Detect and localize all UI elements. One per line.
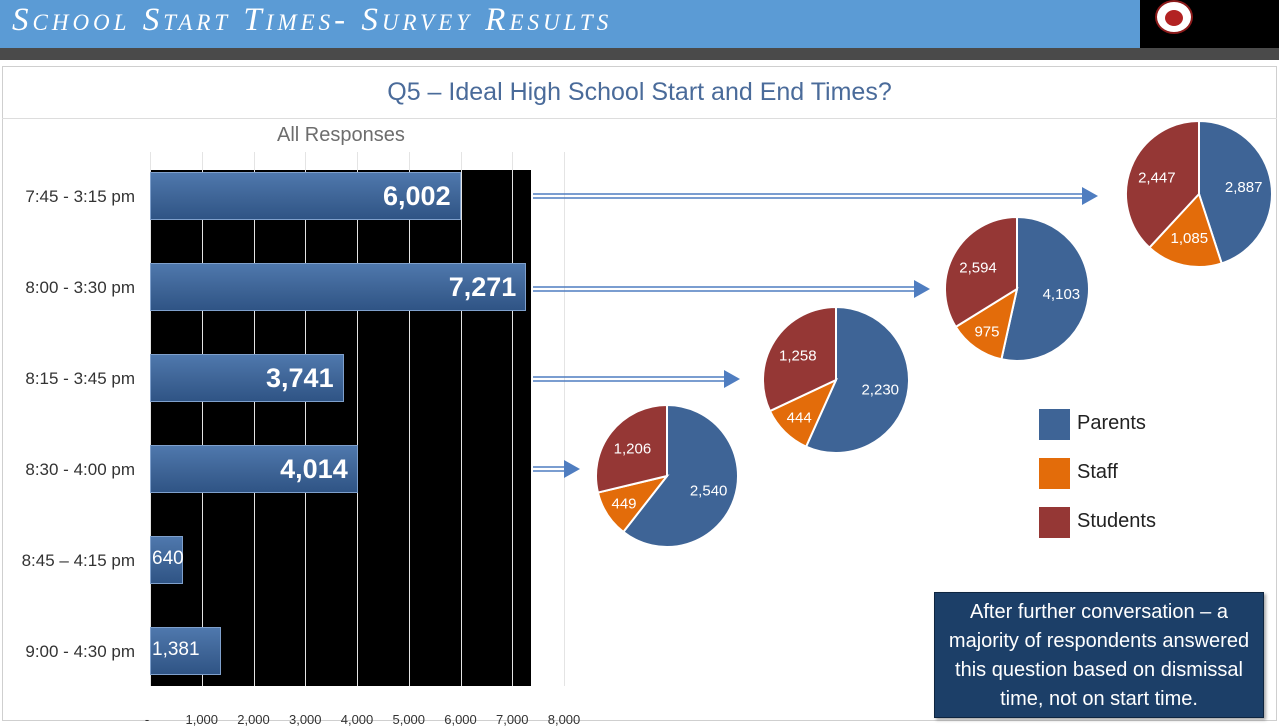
- gridline: [512, 152, 514, 686]
- bar: [150, 263, 527, 311]
- pie-value-label: 1,258: [779, 348, 817, 365]
- bar: [150, 627, 222, 675]
- x-tick-label: 3,000: [288, 712, 322, 727]
- connector-arrow: [533, 460, 580, 478]
- x-tick-label: 2,000: [237, 712, 270, 727]
- bar-chart-title: All Responses: [277, 124, 405, 146]
- x-tick-label: 1,000: [185, 712, 219, 727]
- content-frame: [2, 66, 1277, 721]
- gridline: [460, 152, 462, 686]
- pie-slice-parents: [621, 403, 739, 548]
- legend-label-students: Students: [1077, 510, 1156, 532]
- x-tick-label: 8,000: [547, 712, 581, 727]
- question-title: Q5 – Ideal High School Start and End Tim…: [387, 78, 892, 106]
- bar: [150, 445, 358, 493]
- pie-slice-staff: [1148, 192, 1223, 268]
- pie-value-label: 1,206: [614, 441, 652, 458]
- pie-value-label: 4,103: [1043, 286, 1081, 303]
- legend-swatch-staff: [1039, 458, 1070, 489]
- pie-slice-students: [944, 215, 1018, 329]
- bar-value-label: 3,741: [266, 363, 334, 393]
- pie-value-label: 2,887: [1225, 179, 1263, 196]
- category-label: 8:15 - 3:45 pm: [25, 369, 135, 388]
- pie-value-label: 449: [611, 496, 636, 513]
- bar-value-label: 7,271: [448, 272, 517, 302]
- bar-value-label: 4,014: [280, 454, 348, 484]
- pie-slice-staff: [954, 286, 1019, 361]
- seal-emblem: [1165, 10, 1183, 26]
- gridline: [564, 152, 565, 686]
- legend-label-staff: Staff: [1077, 461, 1118, 483]
- title-rule: [2, 118, 1277, 119]
- pie-value-label: 2,447: [1138, 169, 1176, 186]
- category-label: 8:45 – 4:15 pm: [21, 551, 135, 570]
- pie-value-label: 1,085: [1171, 230, 1209, 247]
- connector-arrow: [533, 280, 930, 298]
- bar-value-label: 640: [152, 548, 184, 569]
- pie-slice-students: [1125, 119, 1200, 250]
- gridline: [357, 152, 358, 686]
- connector-arrow: [533, 187, 1098, 205]
- title-bar: [0, 0, 1140, 48]
- pie-value-label: 975: [974, 323, 999, 340]
- bar-value-label: 1,381: [152, 639, 200, 660]
- pie-slice-parents: [1198, 119, 1273, 265]
- x-tick-label: 5,000: [392, 712, 426, 727]
- legend-swatch-students: [1039, 507, 1070, 538]
- x-tick-label: 7,000: [495, 712, 529, 727]
- category-label: 8:30 - 4:00 pm: [25, 460, 135, 479]
- category-label: 9:00 - 4:30 pm: [25, 642, 135, 661]
- category-label: 7:45 - 3:15 pm: [25, 187, 135, 206]
- category-label: 8:00 - 3:30 pm: [25, 278, 135, 297]
- gridline: [305, 152, 307, 686]
- pie-slice-parents: [1000, 215, 1090, 362]
- gridline: [201, 152, 203, 686]
- pie-slice-students: [762, 305, 837, 413]
- slide-title: School Start Times- Survey Results: [12, 2, 613, 38]
- bar-plot-area: [150, 170, 531, 686]
- bar-value-label: 6,002: [383, 181, 451, 211]
- legend-swatch-parents: [1039, 409, 1070, 440]
- pie-value-label: 2,230: [861, 381, 899, 398]
- x-tick-label: 4,000: [340, 712, 374, 727]
- bar: [150, 536, 184, 584]
- connector-arrow: [533, 370, 740, 388]
- x-tick-label: 6,000: [444, 712, 477, 727]
- gridline: [408, 152, 410, 686]
- pie-value-label: 2,594: [959, 259, 997, 276]
- gridline: [150, 152, 151, 686]
- pie-value-label: 2,540: [690, 482, 728, 499]
- pie-slice-parents: [804, 305, 910, 454]
- school-seal-logo: [1155, 0, 1193, 34]
- bar: [150, 172, 461, 220]
- legend-label-parents: Parents: [1077, 412, 1146, 434]
- note-callout: After further conversation – a majority …: [934, 592, 1264, 718]
- bar: [150, 354, 344, 402]
- pie-slice-students: [595, 403, 668, 494]
- gridline: [253, 152, 255, 686]
- x-tick-label: -: [144, 712, 150, 727]
- pie-value-label: 444: [787, 409, 812, 426]
- header-divider: [0, 48, 1279, 60]
